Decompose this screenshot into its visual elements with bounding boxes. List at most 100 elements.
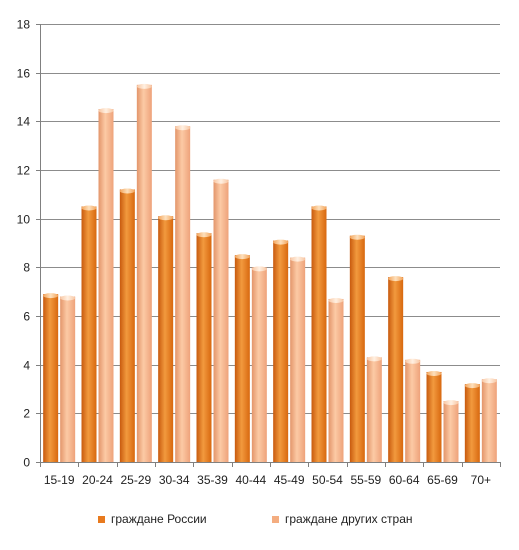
bar-cap (366, 356, 382, 362)
bar-body (481, 379, 497, 462)
bar-cap (328, 297, 344, 303)
bar-foreign-45-49 (290, 256, 306, 462)
y-tick-labels: 0 2 4 6 8 10 12 14 16 18 (17, 18, 31, 470)
bar-cap (98, 108, 114, 114)
bar-cap (234, 254, 250, 260)
bar-cap (405, 358, 421, 364)
bar-foreign-60-64 (405, 358, 421, 462)
x-tick-label: 15-19 (44, 473, 75, 487)
x-tick-label: 55-59 (350, 473, 381, 487)
bar-foreign-30-34 (175, 125, 191, 462)
bar-russia-45-49 (273, 239, 289, 462)
bars (43, 83, 497, 463)
bar-body (405, 359, 421, 462)
bar-foreign-55-59 (366, 356, 382, 462)
bar-cap (119, 188, 135, 194)
legend-label-foreign: граждане других стран (285, 512, 413, 526)
bar-cap (158, 215, 174, 221)
bar-body (366, 357, 382, 462)
bar-body (158, 216, 174, 462)
bar-body (328, 298, 344, 462)
y-tick-label: 14 (17, 115, 31, 129)
bar-russia-55-59 (349, 234, 365, 462)
x-tick-label: 40-44 (235, 473, 266, 487)
y-tick-label: 10 (17, 213, 31, 227)
bar-cap (136, 83, 152, 89)
bar-foreign-20-24 (98, 108, 114, 463)
bar-russia-30-34 (158, 215, 174, 462)
bar-foreign-70+ (481, 378, 497, 462)
bar-body (119, 189, 135, 462)
bar-russia-25-29 (119, 188, 135, 462)
bar-cap (481, 378, 497, 384)
bar-body (234, 255, 250, 462)
bar-russia-40-44 (234, 254, 250, 462)
bar-cap (60, 295, 76, 301)
bar-foreign-50-54 (328, 297, 344, 462)
bar-cap (290, 256, 306, 262)
bar-body (81, 206, 97, 462)
bar-body (290, 257, 306, 462)
bar-russia-50-54 (311, 205, 327, 462)
bar-body (311, 206, 327, 462)
x-tick-label: 65-69 (427, 473, 458, 487)
legend-label-russia: граждане России (111, 512, 207, 526)
bar-body (349, 235, 365, 462)
axes (36, 24, 501, 467)
bar-foreign-25-29 (136, 83, 152, 462)
bar-russia-65-69 (426, 370, 442, 462)
legend-swatch-russia (98, 515, 105, 523)
bar-foreign-65-69 (443, 400, 459, 462)
bar-cap (43, 293, 59, 299)
x-tick-labels: 15-19 20-24 25-29 30-34 35-39 40-44 45-49 50-54… (44, 473, 491, 487)
legend-item-russia: граждане России (98, 512, 207, 526)
bar-body (426, 371, 442, 462)
bar-cap (464, 383, 480, 389)
bar-body (464, 384, 480, 462)
bar-body (388, 277, 404, 462)
bar-cap (175, 125, 191, 131)
bar-russia-70+ (464, 383, 480, 462)
bar-cap (443, 400, 459, 406)
bar-body (136, 84, 152, 462)
bar-foreign-35-39 (213, 178, 229, 462)
y-tick-label: 18 (17, 18, 31, 32)
bar-cap (81, 205, 97, 211)
bar-body (196, 233, 212, 462)
bar-body (175, 126, 191, 462)
x-tick-label: 60-64 (389, 473, 420, 487)
bar-cap (196, 232, 212, 238)
bar-body (43, 294, 59, 462)
bar-body (251, 267, 267, 462)
x-tick-label: 30-34 (159, 473, 190, 487)
bar-cap (311, 205, 327, 211)
x-tick-label: 70+ (471, 473, 491, 487)
y-tick-label: 4 (23, 359, 30, 373)
bar-body (273, 240, 289, 462)
x-tick-label: 35-39 (197, 473, 228, 487)
bar-body (60, 296, 76, 462)
bar-body (443, 401, 459, 462)
bar-cap (349, 234, 365, 240)
bar-cap (251, 266, 267, 272)
legend: граждане России граждане других стран (0, 512, 519, 530)
bar-body (213, 179, 229, 462)
x-tick-label: 50-54 (312, 473, 343, 487)
bar-russia-15-19 (43, 293, 59, 462)
y-tick-label: 12 (17, 164, 31, 178)
bar-foreign-40-44 (251, 266, 267, 462)
y-tick-label: 16 (17, 67, 31, 81)
bar-russia-60-64 (388, 276, 404, 462)
x-tick-label: 45-49 (274, 473, 305, 487)
x-tick-label: 20-24 (82, 473, 113, 487)
bar-russia-20-24 (81, 205, 97, 462)
bar-foreign-15-19 (60, 295, 76, 462)
chart-plot: 0 2 4 6 8 10 12 14 16 18 15-19 20-24 25-29 30-34 35-3… (17, 18, 501, 487)
bar-cap (426, 370, 442, 376)
bar-cap (388, 276, 404, 282)
y-tick-label: 2 (23, 407, 30, 421)
bar-russia-35-39 (196, 232, 212, 462)
bar-cap (213, 178, 229, 184)
x-tick-label: 25-29 (120, 473, 151, 487)
legend-swatch-foreign (272, 515, 279, 523)
